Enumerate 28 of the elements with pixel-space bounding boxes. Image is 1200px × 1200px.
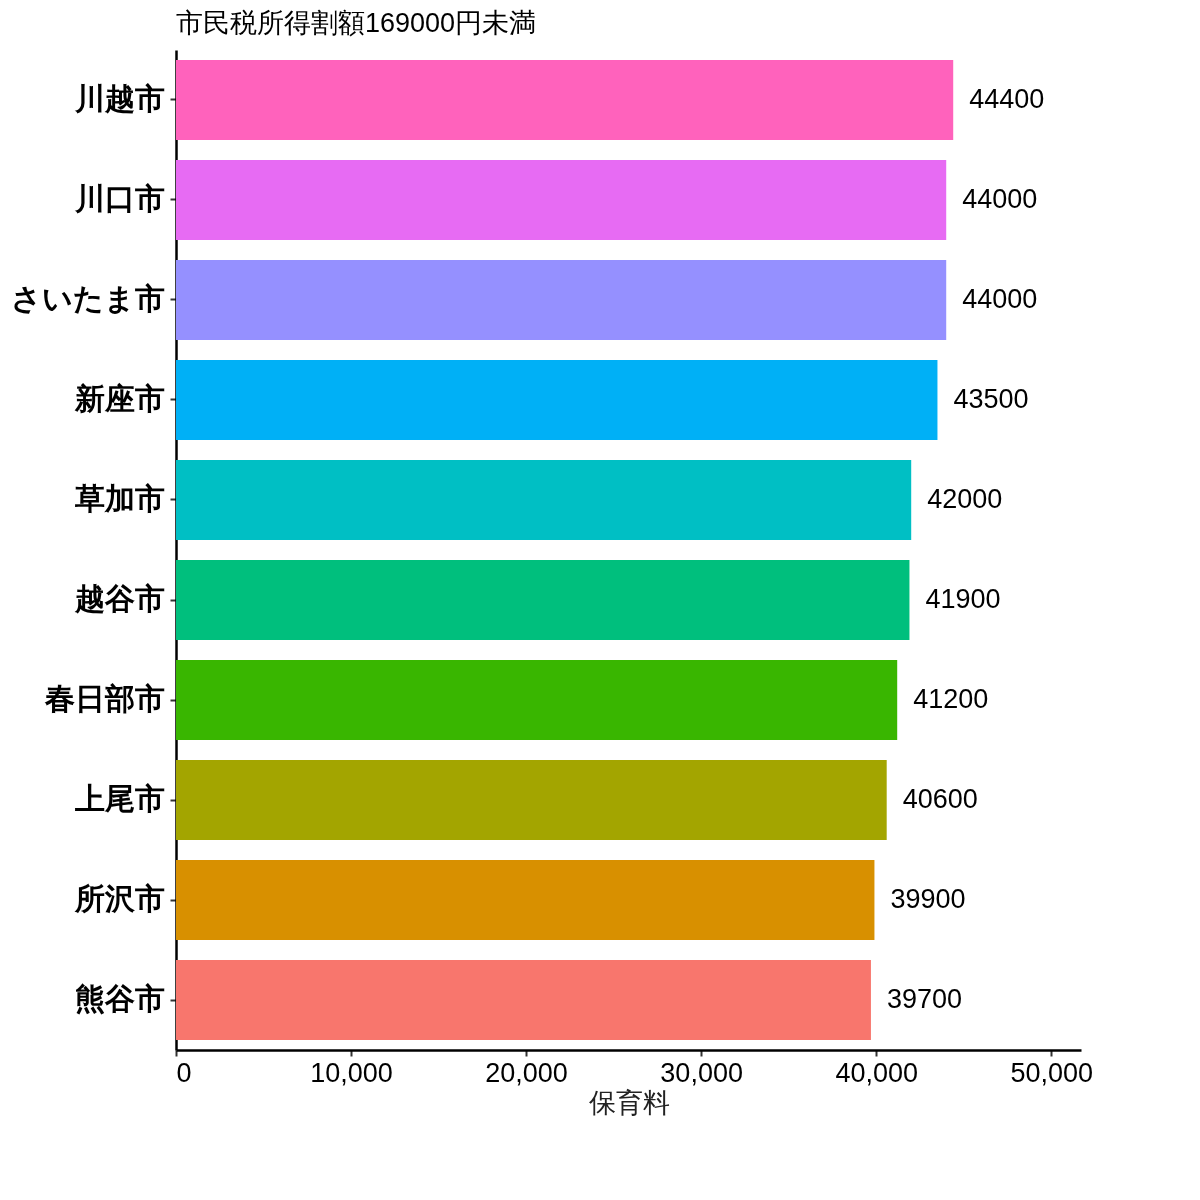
x-tick-label: 40,000 [835, 1057, 918, 1088]
data-label: 44000 [962, 284, 1038, 314]
y-tick-label: 所沢市 [73, 882, 165, 915]
data-label: 44000 [962, 184, 1038, 214]
x-axis-title: 保育料 [588, 1087, 670, 1118]
x-tick-label: 50,000 [1010, 1057, 1094, 1088]
data-label: 42000 [927, 484, 1003, 514]
data-label: 41200 [913, 684, 989, 714]
y-tick-label: 熊谷市 [74, 982, 165, 1015]
y-tick-label: 川越市 [73, 82, 165, 115]
x-tick-label: 0 [176, 1057, 192, 1088]
y-tick-label: 新座市 [73, 382, 165, 415]
data-label: 40600 [902, 784, 978, 814]
y-tick-label: 越谷市 [73, 582, 165, 615]
y-tick-label: 川口市 [73, 182, 165, 215]
chart-title: 市民税所得割額169000円未満 [176, 8, 537, 38]
y-tick-label: 草加市 [74, 482, 165, 515]
x-tick-label: 30,000 [660, 1057, 743, 1088]
x-tick-label: 20,000 [485, 1057, 568, 1088]
data-label: 44400 [969, 84, 1045, 114]
y-tick-label: さいたま市 [10, 282, 165, 315]
data-label: 43500 [953, 384, 1029, 414]
x-tick-label: 10,000 [310, 1057, 393, 1088]
y-tick-label: 春日部市 [43, 682, 165, 715]
data-label: 39900 [890, 884, 966, 914]
data-label: 39700 [886, 984, 963, 1014]
y-tick-label: 上尾市 [73, 782, 165, 815]
data-label: 41900 [925, 584, 1001, 614]
